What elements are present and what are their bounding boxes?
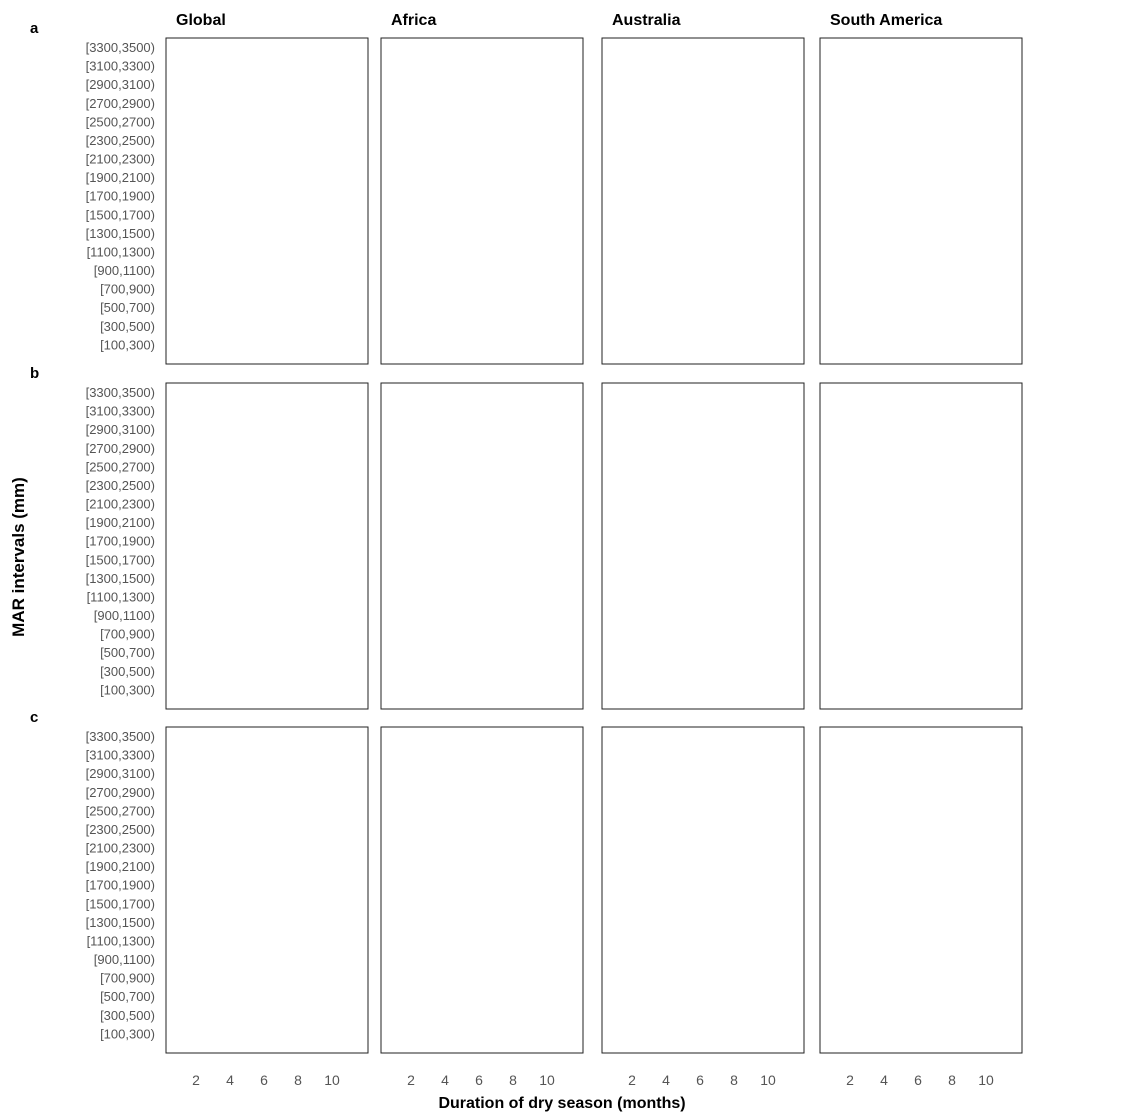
y-tick-label: [900,1100) bbox=[94, 608, 155, 623]
y-tick-label: [2700,2900) bbox=[86, 441, 155, 456]
x-tick-label: 8 bbox=[294, 1072, 302, 1088]
x-tick-label: 10 bbox=[539, 1072, 555, 1088]
y-tick-label: [1100,1300) bbox=[87, 244, 155, 259]
y-tick-label: [500,700) bbox=[100, 645, 155, 660]
x-tick-label: 8 bbox=[948, 1072, 956, 1088]
x-tick-label: 2 bbox=[407, 1072, 415, 1088]
y-tick-label: [2300,2500) bbox=[86, 133, 155, 148]
y-tick-label: [1300,1500) bbox=[86, 571, 155, 586]
y-tick-label: [700,900) bbox=[100, 627, 155, 642]
y-tick-label: [1900,2100) bbox=[86, 859, 155, 874]
y-tick-label: [1500,1700) bbox=[86, 552, 155, 567]
panel-frame bbox=[601, 382, 805, 710]
y-tick-label: [1100,1300) bbox=[87, 933, 155, 948]
y-tick-label: [1700,1900) bbox=[86, 189, 155, 204]
y-tick-label: [900,1100) bbox=[94, 263, 155, 278]
y-tick-label: [3100,3300) bbox=[86, 59, 155, 74]
x-tick-label: 6 bbox=[475, 1072, 483, 1088]
y-tick-label: [1700,1900) bbox=[86, 878, 155, 893]
y-tick-label: [2700,2900) bbox=[86, 785, 155, 800]
y-tick-label: [3100,3300) bbox=[86, 404, 155, 419]
panel-frame bbox=[819, 726, 1023, 1054]
y-tick-label: [1700,1900) bbox=[86, 534, 155, 549]
y-axis-label: MAR intervals (mm) bbox=[9, 477, 28, 637]
panel-frame bbox=[380, 726, 584, 1054]
y-tick-label: [2900,3100) bbox=[86, 422, 155, 437]
y-tick-label: [300,500) bbox=[100, 1008, 155, 1023]
y-tick-label: [2700,2900) bbox=[86, 96, 155, 111]
panel-letter: a bbox=[30, 20, 39, 37]
y-tick-label: [2500,2700) bbox=[86, 803, 155, 818]
y-tick-label: [2100,2300) bbox=[86, 152, 155, 167]
x-tick-label: 10 bbox=[978, 1072, 994, 1088]
column-title: Australia bbox=[612, 12, 681, 29]
y-tick-label: [900,1100) bbox=[94, 952, 155, 967]
y-tick-label: [1500,1700) bbox=[86, 207, 155, 222]
x-tick-label: 4 bbox=[441, 1072, 449, 1088]
y-tick-label: [700,900) bbox=[100, 282, 155, 297]
y-tick-label: [2100,2300) bbox=[86, 497, 155, 512]
y-tick-label: [700,900) bbox=[100, 971, 155, 986]
y-tick-label: [2900,3100) bbox=[86, 766, 155, 781]
x-tick-label: 10 bbox=[324, 1072, 340, 1088]
y-tick-label: [1100,1300) bbox=[87, 589, 155, 604]
x-tick-label: 6 bbox=[696, 1072, 704, 1088]
y-tick-label: [2500,2700) bbox=[86, 459, 155, 474]
y-tick-label: [500,700) bbox=[100, 300, 155, 315]
x-tick-label: 8 bbox=[730, 1072, 738, 1088]
x-tick-label: 4 bbox=[226, 1072, 234, 1088]
y-tick-label: [3300,3500) bbox=[86, 385, 155, 400]
x-tick-label: 2 bbox=[192, 1072, 200, 1088]
x-tick-label: 4 bbox=[662, 1072, 670, 1088]
y-tick-label: [3300,3500) bbox=[86, 729, 155, 744]
panel-frame bbox=[601, 726, 805, 1054]
x-tick-label: 6 bbox=[260, 1072, 268, 1088]
y-tick-label: [3300,3500) bbox=[86, 40, 155, 55]
y-tick-label: [100,300) bbox=[100, 1026, 155, 1041]
panel-letter: b bbox=[30, 365, 39, 382]
y-tick-label: [1500,1700) bbox=[86, 896, 155, 911]
y-tick-label: [300,500) bbox=[100, 664, 155, 679]
panel-frame bbox=[380, 382, 584, 710]
panel-letter: c bbox=[30, 709, 38, 726]
y-tick-label: [2300,2500) bbox=[86, 478, 155, 493]
panel-frame bbox=[165, 726, 369, 1054]
y-tick-label: [2300,2500) bbox=[86, 822, 155, 837]
x-tick-label: 6 bbox=[914, 1072, 922, 1088]
y-tick-label: [3100,3300) bbox=[86, 748, 155, 763]
y-tick-label: [100,300) bbox=[100, 337, 155, 352]
y-tick-label: [500,700) bbox=[100, 989, 155, 1004]
x-tick-label: 4 bbox=[880, 1072, 888, 1088]
column-title: Africa bbox=[391, 12, 436, 29]
y-tick-label: [300,500) bbox=[100, 319, 155, 334]
y-tick-label: [2500,2700) bbox=[86, 114, 155, 129]
y-tick-label: [1300,1500) bbox=[86, 915, 155, 930]
x-tick-label: 8 bbox=[509, 1072, 517, 1088]
panel-frame bbox=[819, 37, 1023, 365]
y-tick-label: [100,300) bbox=[100, 682, 155, 697]
x-axis-label: Duration of dry season (months) bbox=[438, 1095, 685, 1112]
panel-frame bbox=[601, 37, 805, 365]
column-title: Global bbox=[176, 12, 226, 29]
y-tick-label: [2100,2300) bbox=[86, 841, 155, 856]
panel-frame bbox=[165, 382, 369, 710]
y-tick-label: [1900,2100) bbox=[86, 515, 155, 530]
panel-frame bbox=[819, 382, 1023, 710]
y-tick-label: [2900,3100) bbox=[86, 77, 155, 92]
panel-frame bbox=[165, 37, 369, 365]
panel-frame bbox=[380, 37, 584, 365]
x-tick-label: 10 bbox=[760, 1072, 776, 1088]
x-tick-label: 2 bbox=[628, 1072, 636, 1088]
y-tick-label: [1300,1500) bbox=[86, 226, 155, 241]
column-title: South America bbox=[830, 12, 942, 29]
x-tick-label: 2 bbox=[846, 1072, 854, 1088]
y-tick-label: [1900,2100) bbox=[86, 170, 155, 185]
